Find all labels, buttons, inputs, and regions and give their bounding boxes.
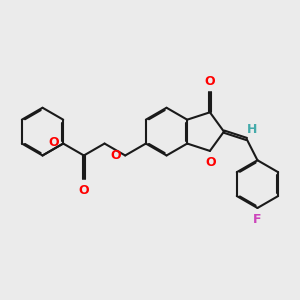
Text: O: O <box>110 149 121 162</box>
Text: O: O <box>205 75 215 88</box>
Text: H: H <box>247 123 257 136</box>
Text: O: O <box>206 156 216 169</box>
Text: F: F <box>253 213 262 226</box>
Text: O: O <box>48 136 59 149</box>
Text: O: O <box>79 184 89 196</box>
